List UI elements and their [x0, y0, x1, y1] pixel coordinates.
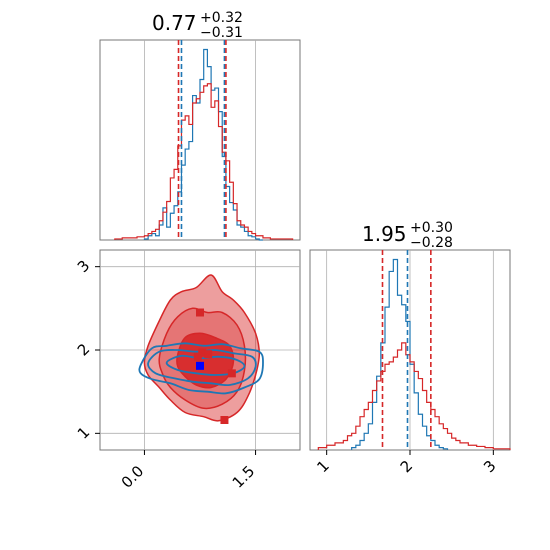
tick-label: 1 [313, 457, 332, 476]
title-plus: +0.32 [200, 10, 243, 26]
scatter-marker [193, 352, 202, 361]
x-ticks-right: 1 2 3 [313, 450, 500, 476]
tick-label: 2 [74, 340, 93, 359]
title-minus: −0.31 [200, 25, 243, 41]
scatter-marker [220, 416, 229, 424]
title-plus: +0.30 [410, 220, 453, 236]
scatter-marker [227, 369, 236, 378]
histogram-step [114, 83, 294, 240]
x-ticks-joint: 0.0 1.5 [118, 450, 259, 492]
scatter-marker [204, 350, 213, 359]
y-ticks-joint: 1 2 3 [74, 257, 100, 443]
grid-top [144, 40, 256, 240]
histograms-right [317, 258, 511, 450]
line-contour [138, 342, 264, 395]
histogram-step [351, 258, 449, 450]
tick-label: 1.5 [229, 462, 259, 492]
tick-label: 3 [480, 457, 499, 476]
marginal-histogram-param-2: 1 2 3 1.95 +0.30 −0.28 [309, 220, 511, 476]
quantile-lines-top [177, 40, 227, 240]
title-value: 0.77 [152, 11, 197, 35]
scatter-markers [193, 308, 236, 424]
tick-label: 3 [74, 257, 93, 276]
tick-label: 1 [74, 423, 93, 442]
histograms-top [114, 48, 294, 241]
tick-label: 2 [397, 457, 416, 476]
title-param-1: 0.77 +0.32 −0.31 [152, 10, 243, 41]
marginal-histogram-param-1: 0.77 +0.32 −0.31 [99, 10, 301, 241]
title-minus: −0.28 [410, 235, 453, 251]
quantile-lines-right [381, 250, 432, 450]
scatter-marker [196, 361, 204, 370]
title-value: 1.95 [362, 222, 407, 246]
contours [138, 274, 264, 422]
axes-frame-top [99, 39, 301, 241]
tick-label: 0.0 [118, 462, 148, 492]
histogram-step [317, 342, 511, 450]
joint-contour-panel: 0.0 1.5 1 2 3 [74, 249, 301, 492]
scatter-marker [198, 348, 207, 357]
histogram-step [143, 48, 263, 241]
line-contour [147, 349, 257, 387]
scatter-marker [196, 308, 204, 317]
title-param-2: 1.95 +0.30 −0.28 [362, 220, 453, 251]
